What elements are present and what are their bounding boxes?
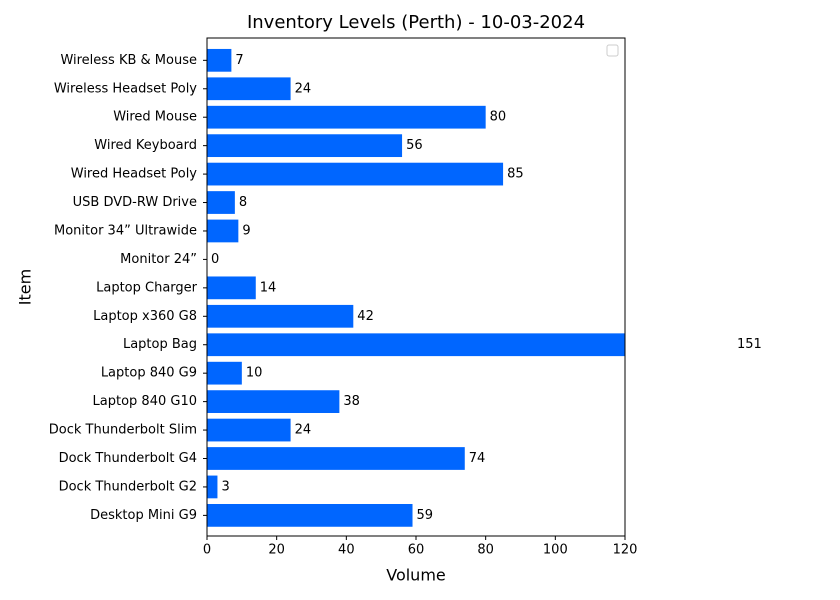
y-tick-label: Monitor 24” <box>120 252 197 267</box>
bar <box>207 304 354 328</box>
value-label: 8 <box>239 195 247 210</box>
x-tick-label: 20 <box>268 543 285 558</box>
value-label: 24 <box>295 81 312 96</box>
x-axis-label: Volume <box>386 566 446 585</box>
bar <box>207 134 403 158</box>
x-tick-label: 120 <box>613 543 638 558</box>
plot-area <box>207 48 625 527</box>
bar <box>207 105 486 129</box>
y-tick-label: Wireless KB & Mouse <box>60 53 197 68</box>
y-tick-label: Laptop 840 G10 <box>93 394 197 409</box>
value-label: 9 <box>242 223 250 238</box>
y-tick-label: Wired Mouse <box>113 110 197 125</box>
bar <box>207 333 625 357</box>
bar <box>207 276 256 300</box>
bar <box>207 361 242 385</box>
y-tick-label: Dock Thunderbolt G4 <box>59 451 197 466</box>
value-label: 74 <box>469 451 486 466</box>
value-label: 80 <box>490 110 507 125</box>
value-label: 38 <box>343 394 360 409</box>
y-tick-label: USB DVD-RW Drive <box>73 195 197 210</box>
bar <box>207 48 232 72</box>
y-tick-label: Laptop x360 G8 <box>93 309 197 324</box>
value-label: 151 <box>737 337 762 352</box>
bar <box>207 390 340 413</box>
y-tick-label: Dock Thunderbolt Slim <box>49 423 197 438</box>
value-label: 3 <box>221 479 229 494</box>
y-tick-label: Laptop Charger <box>96 280 198 295</box>
x-tick-label: 100 <box>543 543 568 558</box>
x-tick-label: 0 <box>203 543 211 558</box>
y-axis-label: Item <box>16 269 35 305</box>
value-label: 56 <box>406 138 423 153</box>
x-tick-label: 80 <box>477 543 494 558</box>
bar <box>207 418 291 442</box>
bar <box>207 219 239 243</box>
value-label: 42 <box>357 309 374 324</box>
y-tick-label: Dock Thunderbolt G2 <box>59 479 197 494</box>
value-label: 0 <box>211 252 219 267</box>
x-tick-label: 40 <box>338 543 355 558</box>
value-label: 24 <box>295 423 312 438</box>
value-label: 14 <box>260 280 277 295</box>
bar <box>207 447 465 470</box>
value-label: 10 <box>246 366 263 381</box>
value-label: 85 <box>507 167 524 182</box>
bar <box>207 191 235 214</box>
x-tick-label: 60 <box>408 543 425 558</box>
bar <box>207 504 413 527</box>
bar <box>207 162 504 186</box>
y-tick-label: Wireless Headset Poly <box>54 81 197 96</box>
value-label: 7 <box>235 53 243 68</box>
y-tick-label: Laptop Bag <box>123 337 197 352</box>
value-label: 59 <box>417 508 434 523</box>
bar <box>207 77 291 101</box>
y-tick-label: Monitor 34” Ultrawide <box>54 223 197 238</box>
y-tick-label: Wired Keyboard <box>94 138 197 153</box>
y-tick-label: Laptop 840 G9 <box>101 366 197 381</box>
y-tick-label: Desktop Mini G9 <box>90 508 197 523</box>
chart-title: Inventory Levels (Perth) - 10-03-2024 <box>247 12 585 33</box>
bar <box>207 475 218 499</box>
legend <box>606 44 619 57</box>
y-tick-label: Wired Headset Poly <box>71 167 198 182</box>
